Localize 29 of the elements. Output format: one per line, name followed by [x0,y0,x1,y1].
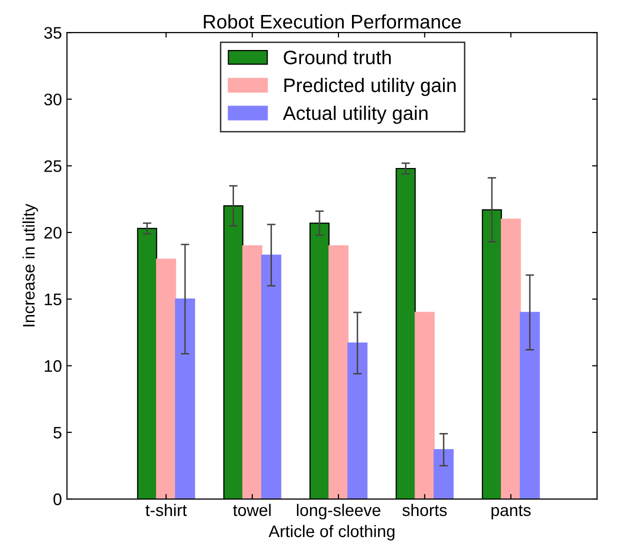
x-tick-label: t-shirt [146,504,187,516]
legend-label: Ground truth [284,50,391,64]
x-tick-label: towel [233,504,271,516]
bar [414,312,435,500]
x-axis-title: Article of clothing [268,524,394,540]
legend-label: Predicted utility gain [284,78,456,96]
bar [261,254,282,500]
y-tick-label: 20 [44,226,62,239]
y-tick-label: 0 [53,493,62,506]
bar [175,298,196,500]
bar [500,218,521,500]
bar [156,258,176,500]
x-tick-label: shorts [402,504,447,516]
y-tick-label: 30 [44,94,62,106]
x-tick-label: pants [492,505,531,520]
y-axis-title: Increase in utility [22,204,38,326]
x-tick-label: long-sleeve [296,504,380,520]
y-tick-label: 10 [44,360,62,372]
legend-label: Actual utility gain [282,106,428,124]
bar [242,245,262,500]
bar [347,342,368,500]
chart-title: Robot Execution Performance [204,14,461,29]
bar [520,312,540,500]
bar [434,449,454,500]
bar [328,245,349,500]
y-tick-label: 5 [53,426,62,439]
y-tick-label: 25 [44,160,62,172]
y-tick-label: 35 [44,26,62,39]
y-tick-label: 15 [44,294,62,306]
